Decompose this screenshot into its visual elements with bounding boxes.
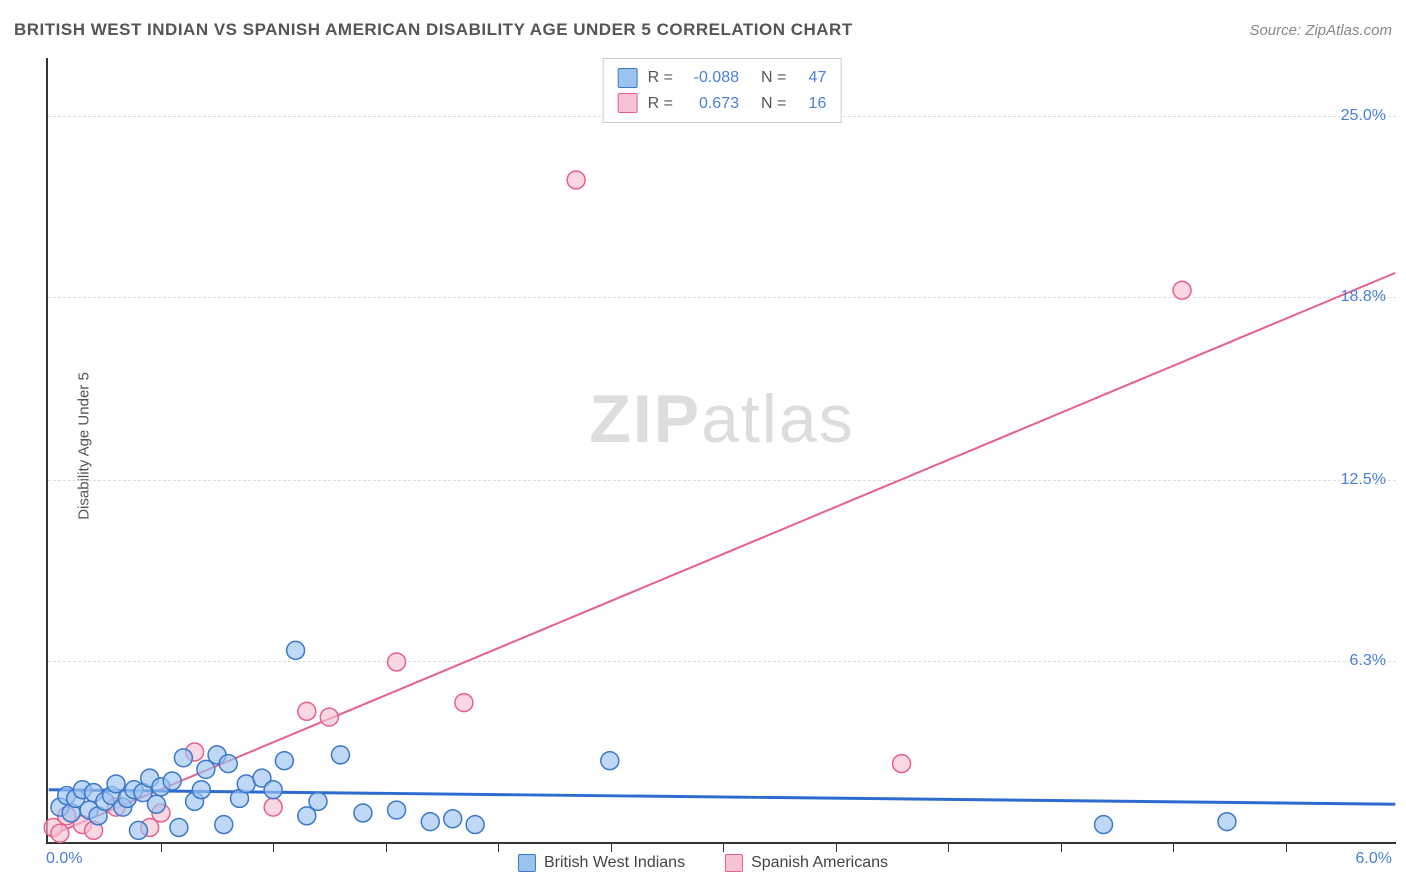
- data-point-blue: [421, 813, 439, 831]
- xtick: [1061, 842, 1062, 852]
- legend-r-label: R =: [648, 91, 673, 117]
- x-max-label: 6.0%: [1356, 850, 1392, 868]
- legend-swatch: [618, 68, 638, 88]
- data-point-pink: [320, 708, 338, 726]
- x-origin-label: 0.0%: [46, 850, 82, 868]
- xtick: [836, 842, 837, 852]
- scatter-svg: [48, 58, 1396, 842]
- xtick: [273, 842, 274, 852]
- chart-header: BRITISH WEST INDIAN VS SPANISH AMERICAN …: [14, 20, 1392, 40]
- data-point-blue: [215, 816, 233, 834]
- xtick: [386, 842, 387, 852]
- series-legend-item: British West Indians: [518, 854, 685, 872]
- xtick: [1286, 842, 1287, 852]
- chart-source: Source: ZipAtlas.com: [1249, 22, 1392, 39]
- series-legend-label: British West Indians: [544, 854, 685, 872]
- data-point-blue: [466, 816, 484, 834]
- series-legend-item: Spanish Americans: [725, 854, 888, 872]
- ytick-label: 25.0%: [1341, 107, 1386, 125]
- data-point-blue: [287, 641, 305, 659]
- series-legend: British West Indians Spanish Americans: [518, 854, 888, 872]
- ytick-label: 12.5%: [1341, 471, 1386, 489]
- correlation-legend: R = -0.088 N = 47 R = 0.673 N = 16: [603, 58, 842, 123]
- data-point-blue: [264, 781, 282, 799]
- data-point-pink: [298, 702, 316, 720]
- legend-n-label: N =: [761, 65, 786, 91]
- data-point-blue: [331, 746, 349, 764]
- data-point-blue: [309, 792, 327, 810]
- legend-swatch: [518, 854, 536, 872]
- data-point-pink: [1173, 281, 1191, 299]
- series-legend-label: Spanish Americans: [751, 854, 888, 872]
- xtick: [948, 842, 949, 852]
- legend-r-value: -0.088: [683, 65, 739, 91]
- plot-area: R =-0.088N =47R =0.673N =16 ZIPatlas 6.3…: [46, 58, 1396, 844]
- data-point-pink: [51, 824, 69, 842]
- legend-swatch: [725, 854, 743, 872]
- legend-n-value: 47: [796, 65, 826, 91]
- legend-r-label: R =: [648, 65, 673, 91]
- legend-n-label: N =: [761, 91, 786, 117]
- data-point-blue: [192, 781, 210, 799]
- data-point-pink: [567, 171, 585, 189]
- data-point-blue: [174, 749, 192, 767]
- data-point-blue: [354, 804, 372, 822]
- chart-title: BRITISH WEST INDIAN VS SPANISH AMERICAN …: [14, 20, 853, 40]
- ytick-label: 18.8%: [1341, 288, 1386, 306]
- ytick-label: 6.3%: [1350, 652, 1386, 670]
- data-point-blue: [275, 752, 293, 770]
- data-point-pink: [264, 798, 282, 816]
- data-point-pink: [893, 755, 911, 773]
- xtick: [498, 842, 499, 852]
- xtick: [723, 842, 724, 852]
- legend-swatch: [618, 93, 638, 113]
- legend-r-value: 0.673: [683, 91, 739, 117]
- data-point-pink: [455, 694, 473, 712]
- data-point-blue: [170, 819, 188, 837]
- data-point-blue: [601, 752, 619, 770]
- data-point-blue: [219, 755, 237, 773]
- data-point-blue: [163, 772, 181, 790]
- data-point-blue: [1218, 813, 1236, 831]
- xtick: [1173, 842, 1174, 852]
- correlation-legend-row: R = 0.673 N = 16: [618, 91, 827, 117]
- data-point-blue: [1095, 816, 1113, 834]
- data-point-pink: [388, 653, 406, 671]
- xtick: [161, 842, 162, 852]
- data-point-blue: [147, 795, 165, 813]
- data-point-blue: [444, 810, 462, 828]
- legend-n-value: 16: [796, 91, 826, 117]
- correlation-legend-row: R = -0.088 N = 47: [618, 65, 827, 91]
- xtick: [611, 842, 612, 852]
- data-point-blue: [388, 801, 406, 819]
- trend-line-pink: [49, 273, 1396, 836]
- data-point-blue: [130, 821, 148, 839]
